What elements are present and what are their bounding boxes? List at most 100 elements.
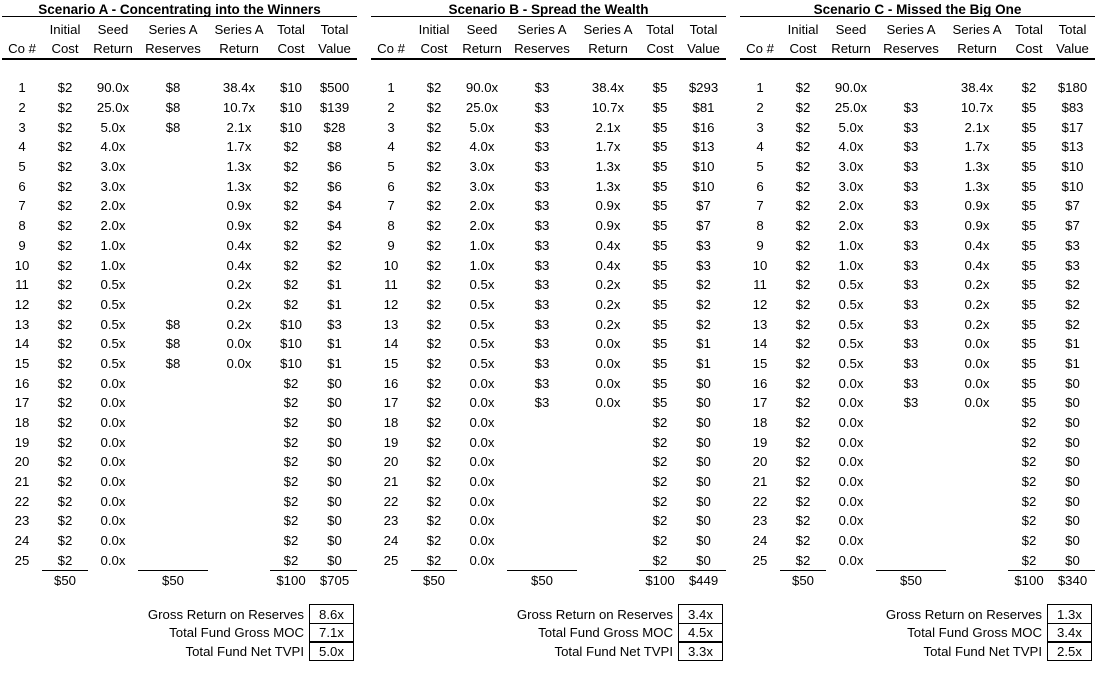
table-cell (876, 551, 946, 571)
header-cell: Total (1015, 21, 1043, 37)
table-cell: 10 (752, 257, 768, 273)
table-cell: 21 (14, 474, 30, 490)
table-cell: $2 (57, 139, 73, 155)
table-cell: 1 (387, 80, 395, 96)
table-cell: $5 (652, 296, 668, 312)
total-cell: $100 (270, 569, 312, 592)
header-cell: Total (646, 21, 674, 37)
header-cell: Co # (740, 39, 780, 60)
table-cell: $2 (57, 513, 73, 529)
table-cell: $2 (283, 513, 299, 529)
table-cell: $3 (534, 257, 550, 273)
header-cell: Cost (411, 39, 457, 60)
table-row: 24 $2 0.0x $2 $0 (740, 531, 1095, 551)
table-row: 3 $2 5.0x $8 2.1x $10 $28 (2, 117, 357, 137)
table-cell: 0.0x (838, 375, 864, 391)
table-cell: 0.0x (469, 474, 495, 490)
table-cell: $10 (692, 178, 715, 194)
table-row: 9 $2 1.0x $3 0.4x $5 $3 (371, 236, 726, 256)
table-cell: 0.0x (469, 552, 495, 568)
table-cell: $2 (426, 552, 442, 568)
summary-value-box: 8.6x (309, 604, 354, 625)
table-cell: 0.2x (226, 277, 252, 293)
table-cell: $5 (652, 159, 668, 175)
table-cell: $0 (1065, 513, 1080, 529)
table-cell: 15 (752, 355, 768, 371)
table-cell: $3 (696, 257, 711, 273)
total-cell: $50 (507, 569, 577, 592)
table-cell: $0 (327, 533, 342, 549)
header-row: Co # Cost Return Reserves Return Cost Value (371, 39, 726, 60)
table-cell: $0 (696, 415, 711, 431)
table-cell: 0.4x (226, 257, 252, 273)
table-cell: 8 (387, 218, 395, 234)
table-row: 2 $2 25.0x $3 10.7x $5 $83 (740, 98, 1095, 118)
table-row: 4 $2 4.0x $3 1.7x $5 $13 (740, 137, 1095, 157)
table-cell: 5 (387, 159, 395, 175)
table-cell (876, 511, 946, 531)
table-cell: 0.5x (469, 316, 495, 332)
table-row: 7 $2 2.0x $3 0.9x $5 $7 (371, 196, 726, 216)
table-cell: 1.7x (226, 139, 252, 155)
total-cell (208, 570, 270, 591)
table-row: 23 $2 0.0x $2 $0 (740, 511, 1095, 531)
table-cell: $0 (1065, 474, 1080, 490)
table-cell: $2 (1021, 415, 1037, 431)
table-cell: 1.3x (226, 178, 252, 194)
table-cell: $0 (327, 474, 342, 490)
table-cell (138, 196, 208, 216)
table-cell: 13 (752, 316, 768, 332)
table-cell: 1.0x (838, 237, 864, 253)
table-cell: $2 (57, 316, 73, 332)
summary-row: Gross Return on Reserves 1.3x (740, 604, 1092, 625)
table-cell (946, 452, 1008, 472)
header-cell: Total (689, 21, 718, 37)
table-cell: $5 (1021, 257, 1037, 273)
table-cell: $6 (327, 178, 342, 194)
table-cell: $3 (534, 198, 550, 214)
header-cell: Reserves (507, 39, 577, 60)
table-cell: $2 (57, 80, 73, 96)
table-cell: 0.5x (838, 336, 864, 352)
table-cell: $2 (652, 552, 668, 568)
table-cell: 3 (18, 119, 26, 135)
table-cell: $500 (319, 80, 350, 96)
header-cell (2, 19, 42, 39)
table-row: 6 $2 3.0x $3 1.3x $5 $10 (371, 176, 726, 196)
table-cell (138, 393, 208, 413)
table-cell (138, 236, 208, 256)
table-cell: $8 (165, 100, 181, 116)
table-cell (577, 472, 639, 492)
table-row: 22 $2 0.0x $2 $0 (740, 491, 1095, 511)
table-row: 5 $2 3.0x $3 1.3x $5 $10 (740, 157, 1095, 177)
table-cell: 0.5x (838, 316, 864, 332)
summary-label: Total Fund Gross MOC (907, 625, 1042, 641)
table-cell: $5 (652, 257, 668, 273)
table-cell: $2 (426, 218, 442, 234)
table-cell: 4.0x (100, 139, 126, 155)
header-cell: Cost (1008, 39, 1050, 60)
table-cell: $2 (652, 434, 668, 450)
table-row: 6 $2 3.0x $3 1.3x $5 $10 (740, 176, 1095, 196)
table-row: 7 $2 2.0x 0.9x $2 $4 (2, 196, 357, 216)
header-cell (371, 19, 411, 39)
table-cell: $3 (1065, 257, 1080, 273)
table-cell: $81 (692, 100, 715, 116)
table-cell: 90.0x (96, 80, 130, 96)
table-cell: $2 (57, 474, 73, 490)
table-cell: 22 (14, 493, 30, 509)
table-cell: $5 (652, 355, 668, 371)
table-cell: $3 (534, 119, 550, 135)
header-cell: Series A (214, 21, 264, 37)
summary-label: Total Fund Gross MOC (538, 625, 673, 641)
table-cell: $0 (327, 552, 342, 568)
table-cell: $10 (279, 336, 302, 352)
table-cell (577, 452, 639, 472)
header-cell: Series A (148, 21, 198, 37)
table-cell: 0.5x (469, 296, 495, 312)
table-cell: 0.2x (595, 316, 621, 332)
table-cell: $2 (57, 454, 73, 470)
table-cell: 25.0x (96, 100, 130, 116)
table-cell: 0.2x (964, 277, 990, 293)
table-cell: $2 (283, 198, 299, 214)
